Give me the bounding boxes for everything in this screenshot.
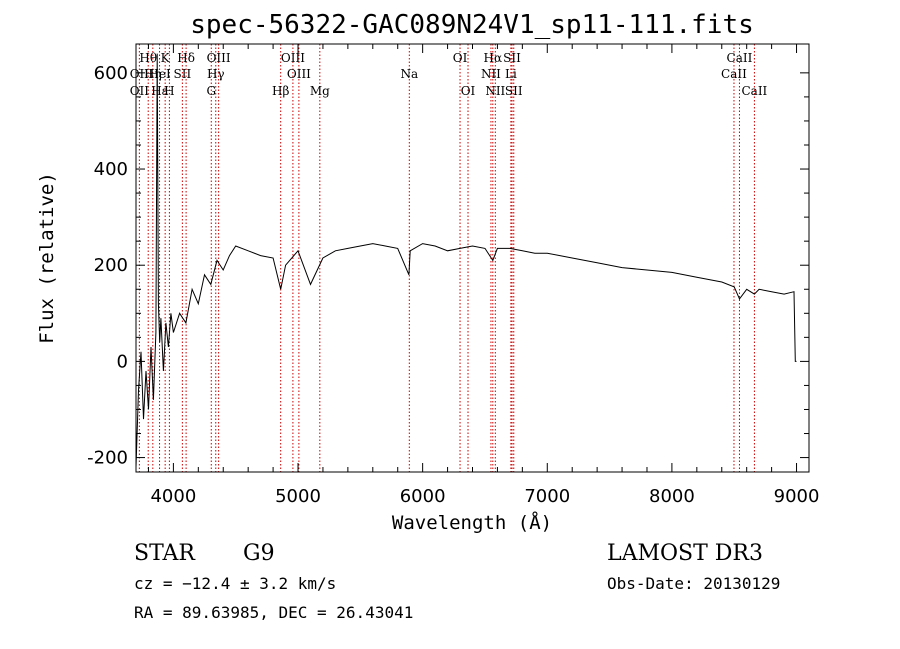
line-label: OI — [461, 84, 476, 98]
line-label: Hα — [484, 51, 503, 65]
x-axis: 4000 5000 6000 7000 8000 9000 — [147, 44, 820, 507]
spectrum-line — [135, 53, 797, 468]
line-label: OIII — [281, 51, 305, 65]
spectrum-series — [135, 53, 797, 468]
plot-frame — [135, 43, 810, 473]
line-label: Na — [400, 67, 418, 81]
y-axis-label: Flux (relative) — [36, 172, 58, 344]
x-axis-label: Wavelength (Å) — [392, 511, 552, 534]
line-label: OII — [130, 84, 150, 98]
x-tick-label: 6000 — [400, 486, 446, 507]
object-subclass: G9 — [243, 541, 275, 566]
line-label: NII — [481, 67, 501, 81]
line-label: Hβ — [272, 84, 289, 98]
line-label: SII — [174, 67, 192, 81]
x-tick-label: 5000 — [275, 486, 321, 507]
line-label: OII — [130, 67, 150, 81]
line-label: OIII — [207, 51, 231, 65]
y-tick-label: -200 — [87, 448, 128, 469]
line-label: Li — [505, 67, 517, 81]
line-label: HeI — [148, 67, 171, 81]
line-label: Mg — [310, 84, 330, 98]
line-markers — [138, 44, 755, 472]
redshift-cz: cz = −12.4 ± 3.2 km/s — [134, 574, 336, 593]
line-label: H — [164, 84, 174, 98]
x-tick-label: 7000 — [524, 486, 570, 507]
line-label: K — [161, 51, 171, 65]
line-label: CaII — [741, 84, 767, 98]
object-class: STAR — [134, 541, 196, 566]
line-label: Hθ — [139, 51, 157, 65]
x-tick-label: 9000 — [774, 486, 820, 507]
line-label: NII — [485, 84, 505, 98]
line-label: CaII — [721, 67, 747, 81]
line-label: SII — [505, 84, 523, 98]
line-label: CaII — [727, 51, 753, 65]
y-tick-label: 0 — [117, 351, 128, 372]
y-tick-label: 600 — [94, 63, 128, 84]
survey-name: LAMOST DR3 — [607, 541, 763, 566]
line-label: OIII — [287, 67, 311, 81]
x-tick-label: 8000 — [649, 486, 695, 507]
y-tick-label: 400 — [94, 159, 128, 180]
chart-title: spec-56322-GAC089N24V1_sp11-111.fits — [190, 10, 754, 40]
coordinates: RA = 89.63985, DEC = 26.43041 — [134, 603, 413, 622]
line-label: Hε — [151, 84, 168, 98]
line-label: G — [206, 84, 216, 98]
x-tick-label: 4000 — [150, 486, 196, 507]
y-tick-label: 200 — [94, 255, 128, 276]
y-axis: -200 0 200 400 600 — [87, 63, 809, 469]
line-label: OI — [453, 51, 468, 65]
line-label: SII — [503, 51, 521, 65]
line-label: Hγ — [207, 67, 225, 81]
line-label: Hδ — [177, 51, 195, 65]
observation-date: Obs-Date: 20130129 — [607, 574, 780, 593]
